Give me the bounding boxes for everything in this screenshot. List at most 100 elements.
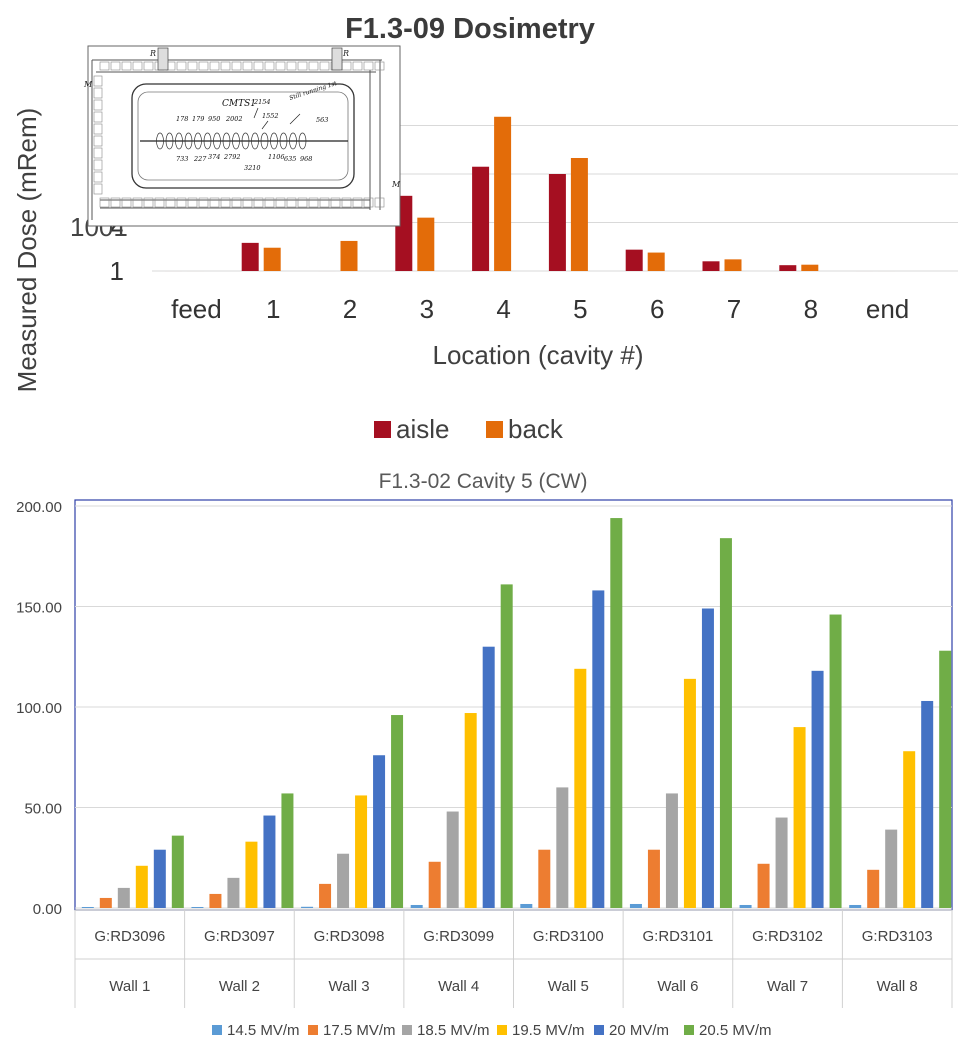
cavity5-y-tick: 0.00 (33, 901, 62, 918)
cavity5-bar-14-5-MV-m (629, 903, 642, 908)
cavity-cell (289, 132, 297, 150)
cavity5-bar-20-5-MV-m (281, 793, 294, 908)
schematic-arrows (253, 107, 301, 130)
cavity-cell (165, 132, 174, 150)
schematic-readings-top: 2154 1552 563 178 179 950 2002 (176, 98, 328, 124)
cavity5-category-table: G:RD3096 Wall 1 G:RD3097 Wall 2 G:RD3098 Wall… (74, 909, 953, 1008)
cavity-cell (213, 132, 221, 150)
dosimetry-bar-back (724, 259, 742, 271)
cavity5-bar-14-5-MV-m (81, 906, 94, 908)
wall-block (264, 61, 275, 71)
dosimetry-x-tick: 3 (420, 294, 434, 324)
cavity5-bar-14-5-MV-m (739, 904, 752, 908)
schematic-pillar-left (157, 47, 169, 71)
schematic-cavity-cells (156, 132, 307, 150)
cavity5-bar-17-5-MV-m (647, 849, 660, 908)
dosimetry-bar-back (263, 247, 281, 271)
dosimetry-y-tick: 1 (110, 256, 124, 286)
cavity5-bars (81, 518, 952, 908)
cavity5-bar-20-MV-m (811, 670, 824, 908)
legend-label: 18.5 MV/m (417, 1022, 490, 1039)
legend-swatch (497, 1025, 507, 1035)
cavity5-bar-20-MV-m (153, 849, 166, 908)
cavity5-bar-14-5-MV-m (191, 906, 204, 908)
wall-block (176, 197, 187, 208)
dosimetry-bar-back (417, 217, 435, 271)
wall-block (330, 197, 341, 208)
schematic-vessel-inner (137, 91, 349, 181)
cavity-cell (279, 132, 288, 150)
cavity-cell (203, 132, 212, 150)
legend-label: 17.5 MV/m (323, 1022, 396, 1039)
wall-block (242, 197, 253, 208)
dosimetry-x-tick: 4 (496, 294, 510, 324)
schematic-label: CMTS1 (222, 99, 256, 109)
dosimetry-x-tick: feed (171, 294, 222, 324)
schematic-wall-blocks (93, 61, 385, 208)
wall-block (93, 87, 103, 99)
wall-block (154, 197, 165, 208)
legend-swatch (212, 1025, 222, 1035)
wall-block (143, 61, 154, 71)
schematic-mark-m-left: M (83, 80, 93, 89)
cavity-cell (241, 132, 250, 150)
cavity5-bar-19-5-MV-m (683, 678, 696, 908)
cavity5-bar-17-5-MV-m (209, 893, 222, 908)
dosimetry-bar-back (340, 240, 358, 271)
cavity5-category-label: G:RD3100 (533, 928, 604, 945)
cavity5-bar-14-5-MV-m (849, 904, 862, 908)
cavity5-bar-19-5-MV-m (574, 668, 587, 908)
wall-block (209, 61, 220, 71)
wall-block (198, 197, 209, 208)
cavity5-bar-20-MV-m (482, 646, 495, 908)
wall-block (308, 197, 319, 208)
cavity-cell (184, 132, 193, 150)
cavity5-y-tick-labels: 0.00 50.00 100.00 150.00 200.00 (16, 499, 62, 918)
cavity5-bar-19-5-MV-m (793, 727, 806, 908)
wall-block (93, 75, 103, 87)
dosimetry-bar-back (570, 157, 588, 271)
dosimetry-bar-aisle (702, 261, 720, 271)
cavity5-bar-20-MV-m (592, 590, 605, 908)
wall-block (176, 61, 187, 71)
cavity5-bar-14-5-MV-m (410, 904, 423, 908)
reading-top-2: 1552 (262, 112, 279, 120)
wall-block (253, 61, 264, 71)
dosimetry-bar-aisle (472, 166, 490, 271)
legend-swatch (684, 1025, 694, 1035)
reading-bottom-4: 2792 (223, 153, 241, 161)
cavity5-category-label: G:RD3098 (314, 928, 385, 945)
cavity5-bar-17-5-MV-m (319, 883, 332, 908)
cavity5-wall-label: Wall 7 (767, 978, 808, 995)
wall-block (93, 123, 103, 135)
cavity5-bar-19-5-MV-m (903, 751, 916, 908)
cavity5-bar-20-MV-m (263, 815, 276, 908)
cavity5-bar-17-5-MV-m (99, 897, 112, 908)
wall-block (93, 147, 103, 159)
wall-block (99, 61, 110, 71)
schematic-shield-wall (91, 59, 382, 220)
dosimetry-x-tick-labels: feed 1 2 3 4 5 6 7 8 end (171, 294, 909, 324)
cavity5-bar-18-5-MV-m (556, 787, 569, 908)
cavity5-bar-18-5-MV-m (775, 817, 788, 908)
dosimetry-x-tick: 8 (804, 294, 818, 324)
dosimetry-x-axis-label: Location (cavity #) (433, 340, 644, 370)
wall-block (198, 61, 209, 71)
cavity5-legend: 14.5 MV/m 17.5 MV/m 18.5 MV/m 19.5 MV/m 20 M… (212, 1022, 772, 1039)
legend-label: 20.5 MV/m (699, 1022, 772, 1039)
wall-block (187, 61, 198, 71)
dosimetry-x-tick: 5 (573, 294, 587, 324)
wall-block (121, 197, 132, 208)
dosimetry-x-tick: 1 (266, 294, 280, 324)
reading-bottom-8: 3210 (244, 164, 261, 172)
dosimetry-x-tick: 2 (343, 294, 357, 324)
cavity5-bar-20-MV-m (373, 755, 386, 908)
cavity5-bar-18-5-MV-m (665, 793, 678, 908)
cavity5-bar-20-5-MV-m (829, 614, 842, 908)
wall-block (374, 61, 385, 71)
dosimetry-chart-title: F1.3-09 Dosimetry (345, 13, 595, 45)
wall-block (341, 197, 352, 208)
cavity5-wall-label: Wall 1 (109, 978, 150, 995)
wall-block (363, 197, 374, 208)
reading-top-6: 950 (208, 115, 220, 123)
